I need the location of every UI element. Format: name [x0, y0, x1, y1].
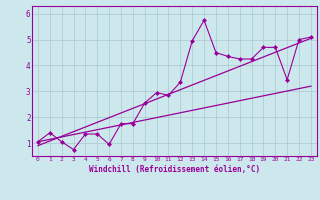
X-axis label: Windchill (Refroidissement éolien,°C): Windchill (Refroidissement éolien,°C) — [89, 165, 260, 174]
